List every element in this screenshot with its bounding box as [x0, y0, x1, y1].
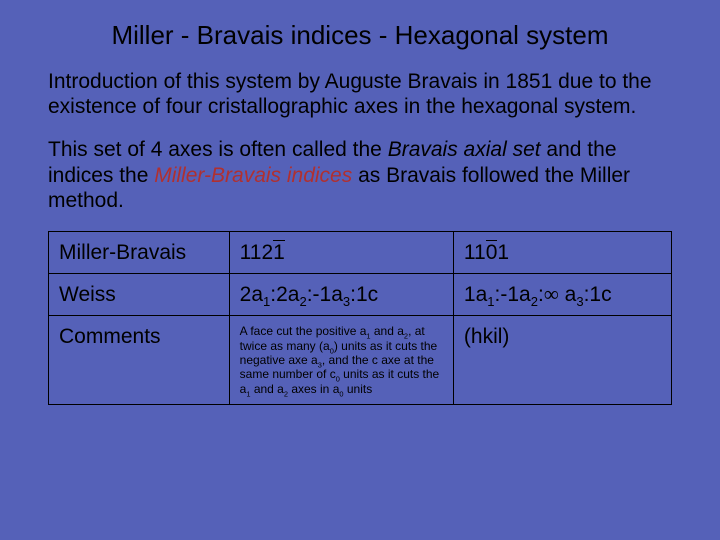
row2-label: Weiss: [49, 274, 230, 316]
paragraph-2: This set of 4 axes is often called the B…: [48, 137, 672, 213]
row1-col3: 1101: [453, 231, 671, 273]
table-row: Miller-Bravais 1121 1101: [49, 231, 672, 273]
row2-col3: 1a1:-1a2:∞ a3:1c: [453, 274, 671, 316]
row3-col3: (hkil): [453, 316, 671, 405]
row3-col2: A face cut the positive a1 and a2, at tw…: [229, 316, 453, 405]
paragraph-1: Introduction of this system by Auguste B…: [48, 69, 672, 119]
para2-prefix: This set of 4 axes is often called the: [48, 138, 388, 161]
row1-label: Miller-Bravais: [49, 231, 230, 273]
row2-col2: 2a1:2a2:-1a3:1c: [229, 274, 453, 316]
row1-col2: 1121: [229, 231, 453, 273]
indices-table: Miller-Bravais 1121 1101 Weiss 2a1:2a2:-…: [48, 231, 672, 405]
para2-em1: Bravais axial set: [388, 138, 541, 161]
table-row: Comments A face cut the positive a1 and …: [49, 316, 672, 405]
table-row: Weiss 2a1:2a2:-1a3:1c 1a1:-1a2:∞ a3:1c: [49, 274, 672, 316]
slide-title: Miller - Bravais indices - Hexagonal sys…: [48, 20, 672, 51]
para2-em2: Miller-Bravais indices: [154, 164, 352, 187]
row3-label: Comments: [49, 316, 230, 405]
